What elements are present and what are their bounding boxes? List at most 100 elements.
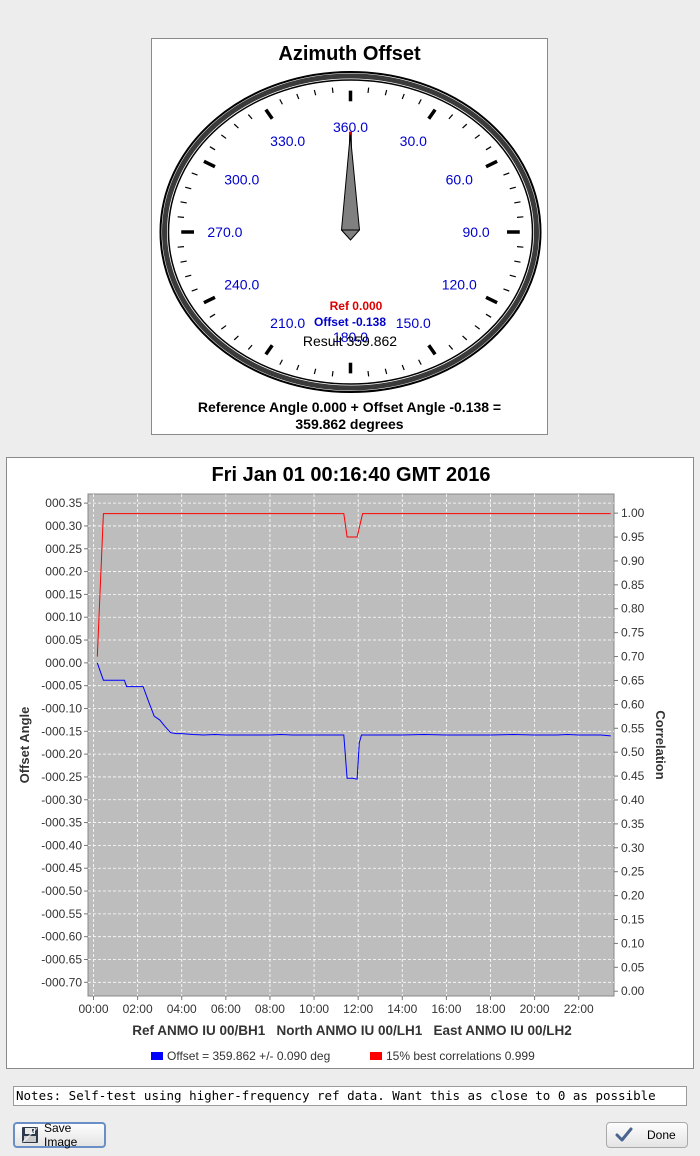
dial-minor-tick [209,313,216,318]
legend-label-offset: Offset = 359.862 +/- 0.090 deg [167,1049,330,1063]
dial-minor-tick [185,274,192,278]
y2-tick-label: 0.30 [621,841,645,855]
dial-major-tick [203,159,216,169]
notes-field[interactable]: Notes: Self-test using higher-frequency … [13,1086,687,1106]
dial-minor-tick [462,335,468,341]
y2-tick-label: 0.80 [621,602,645,616]
dial-minor-tick [296,93,300,100]
x-tick-label: 08:00 [255,1002,285,1016]
y2-tick-label: 0.00 [621,984,645,998]
dial-tick-label: 270.0 [207,224,242,240]
dial-minor-tick [448,344,454,350]
y2-tick-label: 0.05 [621,960,645,974]
dial-minor-tick [418,99,422,105]
dial-minor-tick [177,246,185,248]
dial-major-tick [264,108,274,120]
dial-tick-label: 120.0 [442,276,477,292]
y2-tick-label: 0.90 [621,554,645,568]
dial-minor-tick [233,335,239,341]
dial-major-tick [427,108,437,120]
dial-major-tick [264,344,274,356]
offset-chart: Fri Jan 01 00:16:40 GMT 2016 000.35 000.3… [17,464,668,1063]
dial-tick-label: 330.0 [270,133,305,149]
dial-minor-tick [233,123,239,129]
dial-major-tick [427,344,437,356]
dial-tick-label: 150.0 [396,315,431,331]
y2-tick-label: 0.75 [621,626,645,640]
y-tick-label: -000.20 [41,747,82,761]
dial-tick-label: 210.0 [270,315,305,331]
dial-minor-tick [384,89,388,96]
x-tick-label: 12:00 [343,1002,373,1016]
dial-minor-tick [474,134,481,139]
y2-tick-label: 0.95 [621,530,645,544]
dial-minor-tick [485,313,492,318]
x-tick-label: 20:00 [520,1002,550,1016]
x-tick-label: 06:00 [211,1002,241,1016]
dial-minor-tick [191,288,198,292]
y2-tick-label: 0.55 [621,721,645,735]
dial-minor-tick [191,172,198,176]
dial-minor-tick [220,325,227,330]
done-button[interactable]: Done [606,1122,688,1148]
y-tick-label: -000.15 [41,724,82,738]
dial-caption-line1: Reference Angle 0.000 + Offset Angle -0.… [197,399,502,415]
y-tick-label: -000.70 [41,975,82,989]
x-tick-label: 00:00 [78,1002,108,1016]
y2-tick-label: 1.00 [621,506,645,520]
grid-lines [88,494,614,996]
y-tick-label: -000.45 [41,861,82,875]
dial-tick-label: 60.0 [446,172,473,188]
checkmark-icon [615,1126,633,1144]
chart-title: Fri Jan 01 00:16:40 GMT 2016 [211,464,490,486]
dial-minor-tick [503,172,510,176]
save-image-button[interactable]: Save Image [13,1121,106,1149]
y2-tick-label: 0.20 [621,889,645,903]
dial-minor-tick [462,123,468,129]
dial-tick-label: 180.0 [333,329,368,345]
dial-offset-label: Offset -0.138 [314,315,386,329]
dial-needle [340,131,361,241]
y2-tick-label: 0.15 [621,913,645,927]
offset-series-line [96,662,611,780]
dial-minor-tick [503,288,510,292]
y-axis-label: Offset Angle [17,707,32,784]
dial-minor-tick [331,87,334,94]
correlation-series-line [96,513,611,657]
azimuth-dial: 360.0 30.0 60.0 90.0 120.0 150.0 180.0 210.0 240… [159,71,542,393]
dial-minor-tick [180,201,187,204]
y-tick-label: 000.05 [45,633,82,647]
dial-result-label: Result 359.862 [303,333,397,349]
y-tick-label: 000.10 [45,610,82,624]
y-tick-label: 000.00 [45,656,82,670]
legend-label-correlation: 15% best correlations 0.999 [386,1049,535,1063]
y2-tick-label: 0.25 [621,865,645,879]
y-tick-label: -000.55 [41,907,82,921]
dial-tick-label: 300.0 [224,172,259,188]
dial-tick-label: 360.0 [333,119,368,135]
offset-chart-panel: Fri Jan 01 00:16:40 GMT 2016 000.35 000.3… [6,457,694,1069]
y-tick-label: -000.05 [41,679,82,693]
y-tick-label: -000.35 [41,816,82,830]
dial-minor-tick [509,186,516,190]
dial-minor-tick [418,359,422,365]
y-tick-label: -000.60 [41,930,82,944]
dial-minor-tick [448,114,454,120]
dial-title: Azimuth Offset [278,43,421,65]
dial-minor-tick [313,89,317,96]
y-tick-label: 000.35 [45,496,82,510]
dial-minor-tick [177,216,185,218]
azimuth-dial-panel: 360.0 30.0 60.0 90.0 120.0 150.0 180.0 210.0 240… [151,38,548,435]
dial-minor-tick [401,93,405,100]
y2-tick-label: 0.45 [621,769,645,783]
x-tick-label: 22:00 [564,1002,594,1016]
dial-ref-label: Ref 0.000 [330,299,383,313]
dial-minor-tick [485,146,492,151]
x-tick-label: 02:00 [123,1002,153,1016]
y-tick-label: 000.25 [45,542,82,556]
floppy-disk-icon [21,1126,39,1144]
y2-tick-label: 0.85 [621,578,645,592]
y-tick-label: -000.10 [41,701,82,715]
save-image-label: Save Image [44,1121,78,1149]
y-tick-label: 000.30 [45,519,82,533]
